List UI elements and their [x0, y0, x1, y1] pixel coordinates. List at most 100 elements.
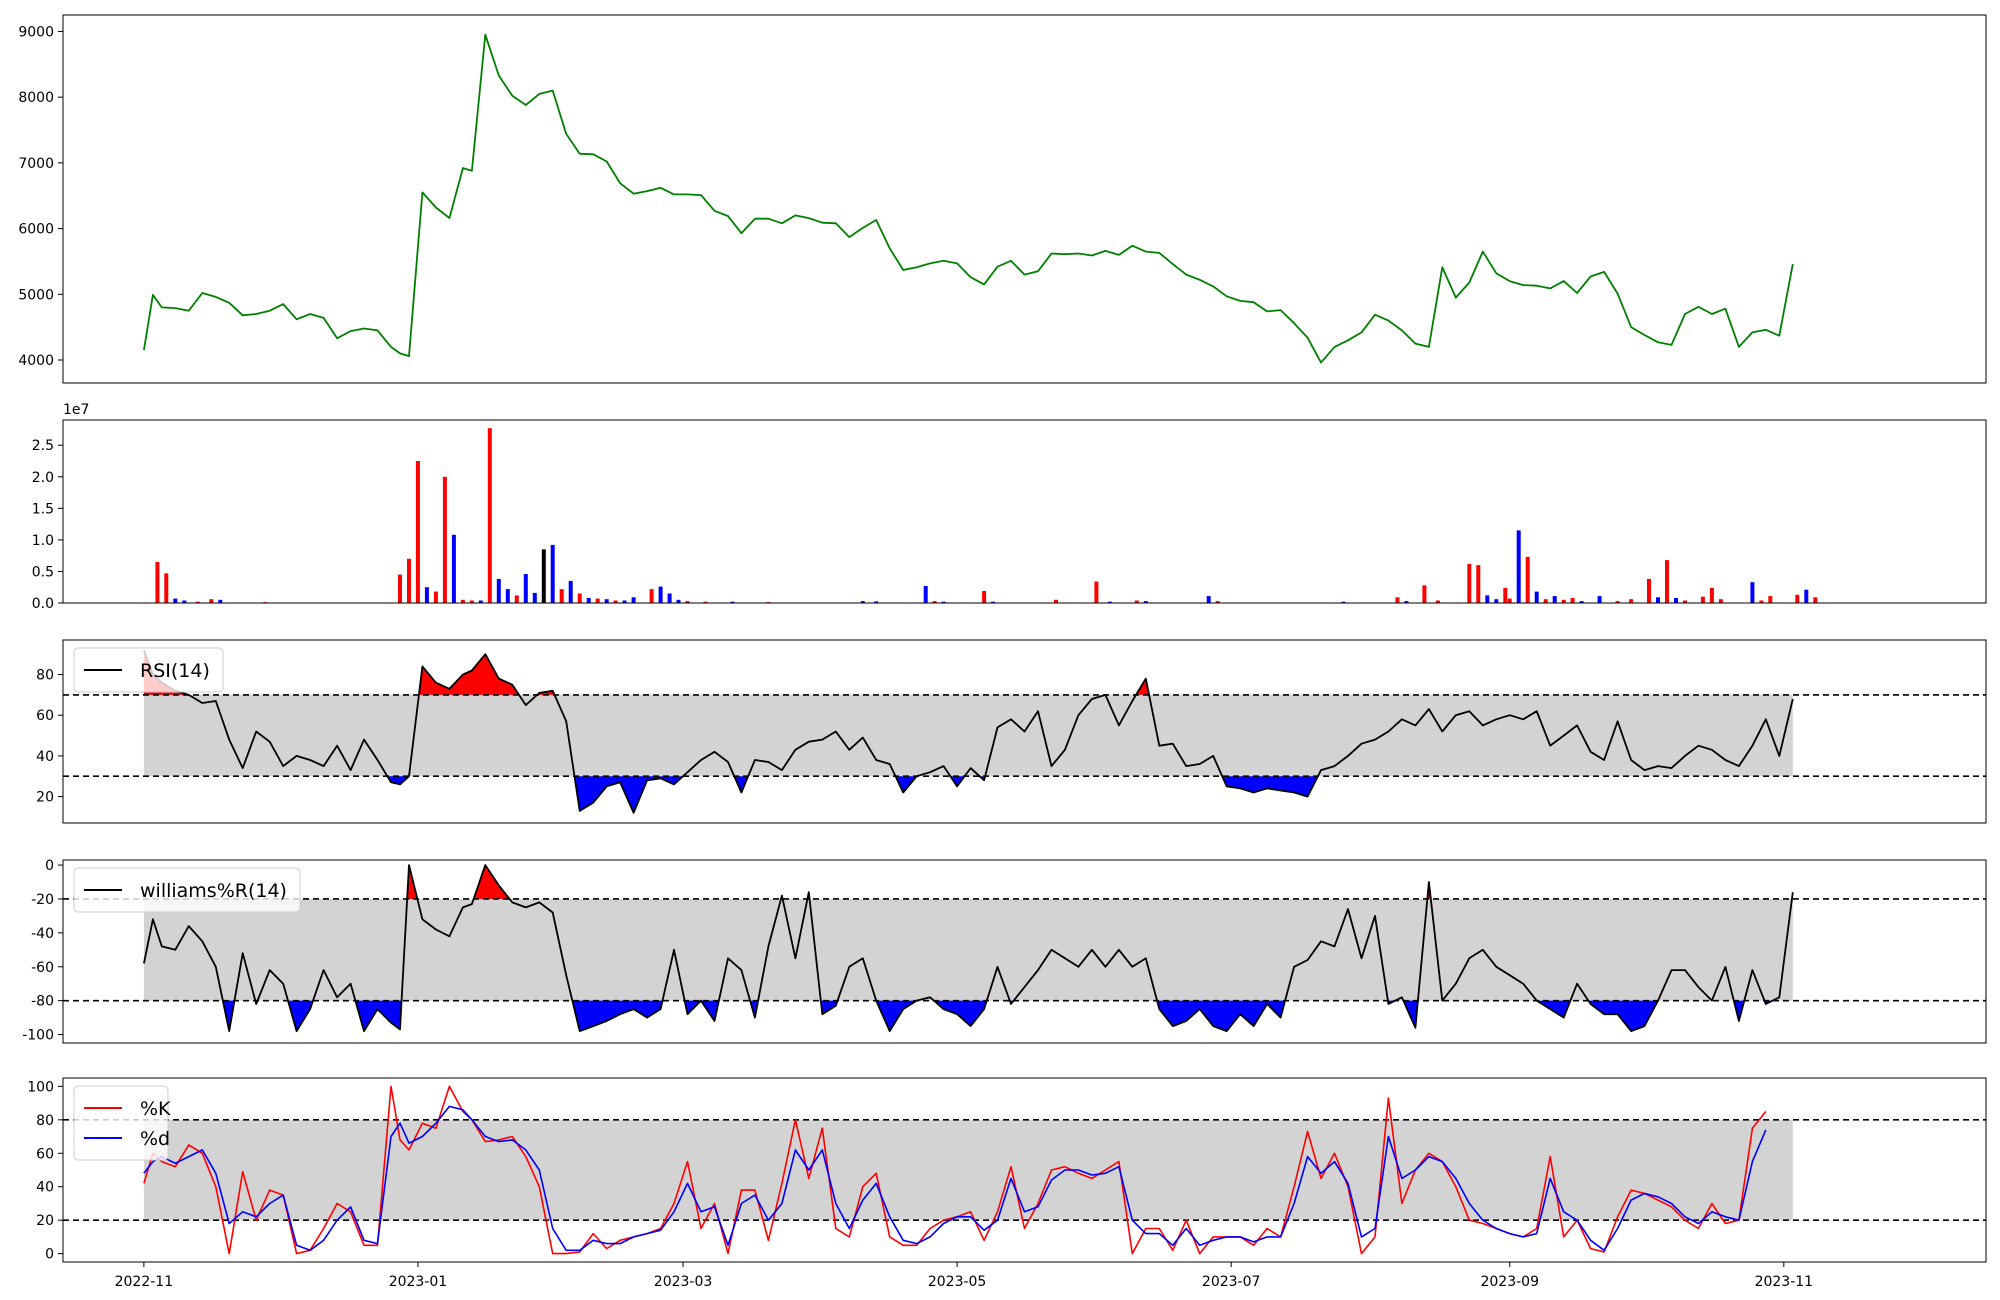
x-axis: 2022-11 2023-01 2023-03 2023-05 2023-07 2023-…: [115, 1262, 1813, 1290]
volume-panel: 0.0 0.5 1.0 1.5 2.0 2.5 1e7: [32, 402, 1987, 612]
volume-bar: [523, 574, 528, 603]
volume-bar: [478, 600, 483, 603]
rsi-oversold-fill: [895, 776, 917, 793]
rsi-neutral-band: [143, 694, 1793, 777]
williams-oversold-fill: [355, 1000, 402, 1032]
volume-bar: [1561, 599, 1566, 603]
volume-bar: [1768, 596, 1773, 603]
williams-oversold-fill: [1733, 1000, 1745, 1021]
stochastic-panel: 0 20 40 60 80 100 %K %d: [27, 1077, 1987, 1263]
y-tick-label: 2.5: [32, 438, 54, 454]
volume-bar: [1795, 594, 1800, 603]
y-tick-label: 40: [36, 1180, 54, 1196]
rsi-panel: 20 40 60 80 RSI(14): [36, 639, 1987, 824]
volume-bar: [1674, 598, 1678, 603]
volume-bar: [541, 549, 546, 603]
y-tick-label: -60: [31, 960, 54, 976]
volume-bar: [496, 579, 501, 603]
volume-bar: [667, 593, 672, 603]
y-tick-label: 2.0: [32, 470, 54, 486]
williams-oversold-fill: [701, 1000, 719, 1021]
volume-bar: [460, 599, 465, 603]
volume-bar: [155, 562, 160, 603]
panel-frame: [62, 859, 1987, 1044]
y-tick-label: 0.5: [32, 564, 54, 580]
y-tick-label: 4000: [18, 353, 54, 369]
volume-bar: [1476, 565, 1481, 603]
volume-bar: [1494, 599, 1499, 603]
volume-bar: [595, 598, 600, 603]
volume-bar: [398, 574, 402, 603]
volume-bar: [1665, 560, 1669, 603]
volume-bar: [1422, 585, 1427, 603]
legend-label: RSI(14): [140, 660, 210, 682]
volume-bar: [991, 601, 995, 603]
volume-bar: [1552, 596, 1557, 603]
x-tick-label: 2023-05: [928, 1274, 987, 1290]
volume-bar: [1647, 579, 1651, 603]
x-tick-label: 2022-11: [115, 1274, 174, 1290]
x-tick-label: 2023-11: [1755, 1274, 1814, 1290]
williams-oversold-fill: [222, 1000, 235, 1032]
volume-bar: [1206, 596, 1211, 603]
volume-bar: [1543, 599, 1548, 603]
volume-bar: [1629, 599, 1634, 603]
volume-bar: [1813, 597, 1818, 603]
volume-bar: [173, 598, 178, 603]
volume-bar: [1718, 599, 1723, 603]
volume-bar: [1525, 556, 1530, 603]
x-tick-label: 2023-09: [1480, 1274, 1539, 1290]
volume-bar: [1467, 563, 1472, 603]
volume-bar: [1597, 596, 1602, 603]
volume-bar: [1570, 598, 1575, 603]
y-tick-label: 80: [36, 668, 54, 684]
volume-bar: [1759, 600, 1764, 603]
volume-bar: [182, 600, 187, 603]
rsi-line: [143, 649, 1794, 814]
rsi-oversold-fill: [1222, 776, 1318, 797]
volume-bar: [433, 591, 438, 603]
legend-label: %d: [140, 1128, 170, 1150]
stochastic-series-line-1: [143, 1105, 1767, 1252]
volume-bar: [577, 593, 582, 603]
volume-bar: [559, 589, 564, 603]
volume-bar: [1503, 587, 1508, 603]
volume-bar: [658, 586, 663, 603]
volume-bar: [218, 599, 223, 603]
volume-bar: [1656, 597, 1660, 603]
panel-frame: [62, 419, 1987, 604]
price-panel: 4000 5000 6000 7000 8000 9000: [18, 14, 1987, 384]
volume-scale-label: 1e7: [63, 402, 89, 418]
williams-oversold-fill: [572, 1000, 663, 1032]
volume-bar: [487, 428, 492, 603]
y-tick-label: 7000: [18, 156, 54, 172]
y-tick-label: 20: [36, 790, 54, 806]
williams-neutral-band: [143, 898, 1793, 1001]
panel-frame: [62, 1077, 1987, 1263]
stochastic-series-line-0: [143, 1085, 1767, 1255]
volume-bar: [415, 461, 420, 603]
rsi-oversold-fill: [734, 776, 749, 793]
volume-bar: [1700, 596, 1705, 603]
williams-oversold-fill: [820, 1000, 838, 1015]
volume-bar: [1709, 587, 1714, 603]
legend-box: [73, 647, 224, 693]
volume-bar: [195, 601, 200, 603]
volume-bar: [514, 595, 519, 603]
volume-bar: [586, 598, 591, 603]
legend-box: [73, 867, 301, 913]
volume-bar: [407, 558, 411, 603]
y-tick-label: 9000: [18, 24, 54, 40]
legend-box: [73, 1085, 169, 1161]
volume-bar: [1435, 600, 1440, 603]
legend-label: williams%R(14): [140, 880, 287, 902]
williams-oversold-fill: [934, 1000, 987, 1027]
volume-bar: [1804, 589, 1809, 603]
volume-bar: [932, 601, 937, 603]
volume-bar: [1750, 582, 1755, 603]
y-tick-label: 6000: [18, 222, 54, 238]
volume-bar: [923, 586, 928, 603]
y-tick-label: 1.0: [32, 533, 54, 549]
williams-oversold-fill: [288, 1000, 313, 1032]
price-line: [143, 33, 1794, 364]
